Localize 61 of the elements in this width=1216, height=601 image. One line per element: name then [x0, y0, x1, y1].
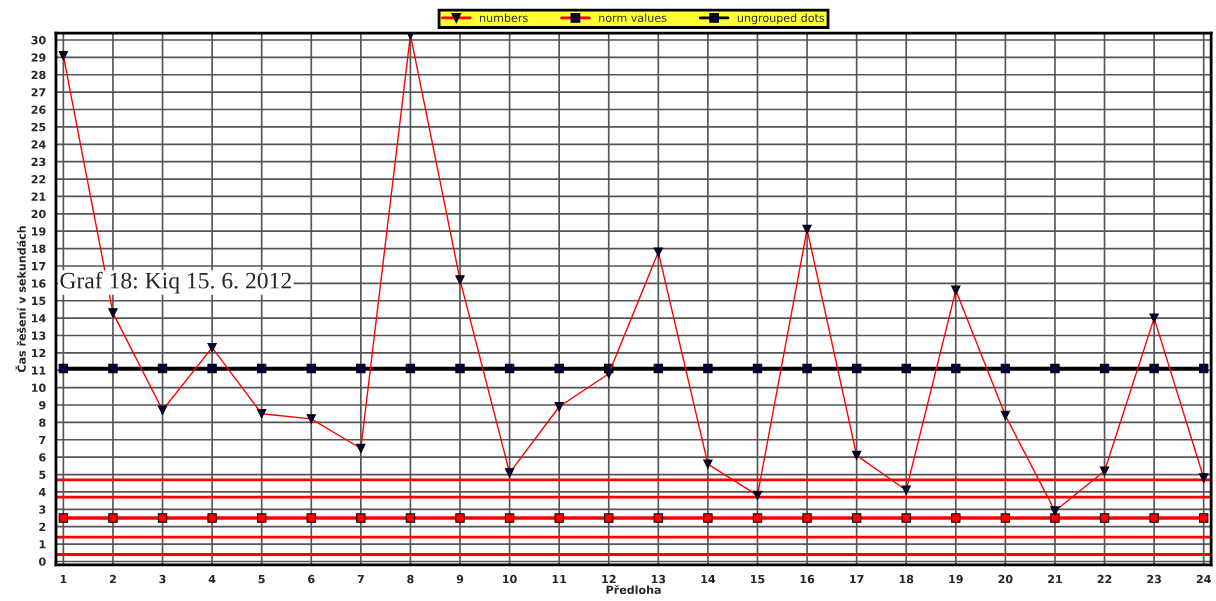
- x-tick-label: 22: [1097, 574, 1112, 584]
- x-axis-title: Předloha: [606, 584, 661, 595]
- y-tick-label: 1: [39, 540, 46, 549]
- x-tick-label: 17: [850, 575, 864, 584]
- x-tick-label: 2: [109, 574, 116, 584]
- x-tick-label: 23: [1147, 574, 1161, 584]
- y-tick-label: 10: [32, 383, 46, 393]
- y-tick-label: 20: [31, 209, 46, 219]
- y-tick-label: 7: [39, 435, 46, 445]
- y-tick-label: 3: [39, 505, 46, 514]
- y-tick-label: 24: [31, 140, 46, 149]
- x-tick-label: 15: [751, 575, 765, 584]
- x-tick-label: 11: [552, 575, 567, 584]
- x-tick-label: 7: [357, 575, 364, 584]
- x-tick-label: 8: [407, 574, 414, 584]
- x-tick-label: 18: [899, 574, 914, 584]
- y-tick-label: 15: [32, 296, 46, 306]
- x-tick-label: 21: [1048, 574, 1062, 584]
- y-tick-label: 5: [39, 470, 46, 479]
- y-tick-label: 4: [38, 488, 46, 497]
- y-tick-label: 27: [31, 88, 46, 97]
- x-tick-label: 9: [456, 574, 464, 584]
- y-tick-label: 23: [31, 157, 46, 167]
- annotation: Graf 18: Kiq 15. 6. 2012: [60, 271, 291, 294]
- y-tick-label: 25: [31, 122, 46, 132]
- y-tick-label: 9: [39, 401, 46, 410]
- y-tick-label: 6: [39, 453, 46, 462]
- y-tick-label: 12: [32, 348, 46, 358]
- y-tick-label: 21: [31, 192, 46, 201]
- y-tick-label: 18: [32, 244, 46, 253]
- x-tick-label: 5: [258, 575, 265, 584]
- y-tick-label: 11: [32, 366, 46, 375]
- x-tick-label: 24: [1196, 574, 1211, 584]
- legend-label: numbers: [480, 13, 528, 23]
- x-tick-label: 6: [308, 574, 315, 584]
- x-tick-label: 12: [602, 574, 616, 584]
- x-tick-label: 20: [998, 574, 1013, 584]
- x-tick-label: 14: [701, 575, 716, 584]
- x-tick-label: 3: [159, 574, 166, 584]
- y-tick-label: 8: [39, 418, 46, 427]
- y-tick-label: 16: [32, 279, 46, 288]
- x-tick-label: 4: [208, 575, 216, 584]
- x-tick-label: 19: [949, 574, 963, 584]
- y-tick-label: 26: [31, 105, 46, 114]
- y-tick-label: 29: [31, 53, 46, 62]
- x-tick-label: 16: [800, 574, 815, 584]
- x-tick-label: 13: [651, 574, 666, 584]
- y-axis-title: Čas řešení v sekundách: [15, 226, 26, 373]
- y-tick-label: 22: [31, 175, 46, 184]
- x-tick-label: 10: [503, 574, 517, 584]
- y-tick-label: 17: [32, 262, 46, 271]
- x-tick-label: 1: [60, 575, 67, 584]
- y-tick-label: 13: [32, 331, 46, 340]
- y-tick-label: 28: [31, 70, 46, 80]
- y-tick-label: 2: [39, 522, 46, 531]
- y-tick-label: 19: [32, 227, 46, 236]
- y-tick-label: 0: [39, 557, 46, 566]
- y-tick-label: 30: [31, 35, 46, 45]
- legend-label: ungrouped dots: [737, 13, 825, 25]
- legend-label: norm values: [599, 13, 667, 23]
- y-tick-label: 14: [32, 314, 46, 323]
